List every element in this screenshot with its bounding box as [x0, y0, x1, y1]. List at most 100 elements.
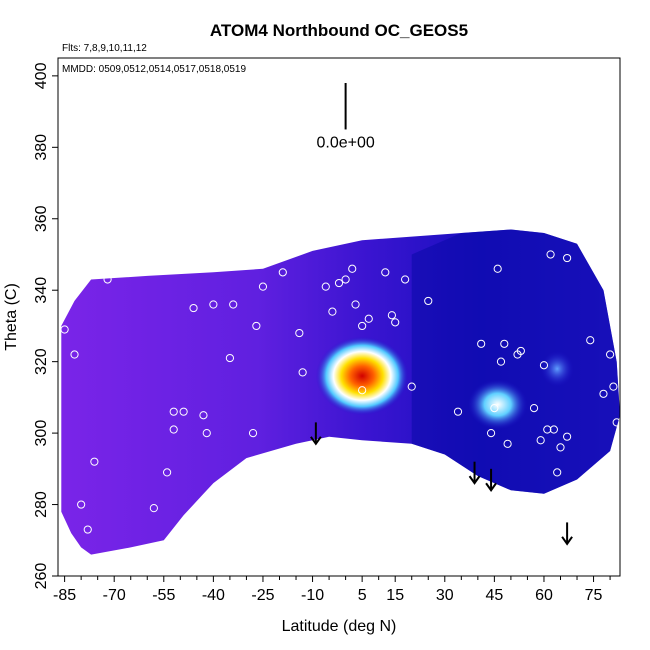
data-point-4 [90, 457, 99, 466]
data-point-10 [202, 429, 211, 438]
data-point-44 [529, 403, 539, 413]
data-point-50 [553, 468, 562, 477]
data-point-18 [295, 328, 304, 338]
data-point-59 [358, 386, 367, 395]
x-tick-label-2: -55 [152, 587, 175, 604]
low-theta-band [411, 229, 620, 494]
x-tick-label-0: -85 [53, 587, 76, 604]
data-point-46 [539, 361, 549, 370]
y-tick-label-6: 380 [33, 134, 50, 161]
data-point-49 [549, 425, 558, 434]
data-point-36 [486, 429, 496, 438]
y-tick-label-7: 400 [33, 62, 50, 89]
y-tick-label-0: 260 [33, 563, 50, 590]
data-point-34 [453, 407, 463, 416]
data-point-32 [407, 382, 416, 391]
data-point-5 [103, 275, 112, 284]
data-point-12 [225, 353, 235, 363]
data-point-57 [609, 382, 618, 391]
data-point-48 [546, 250, 555, 259]
x-tick-label-8: 30 [436, 587, 454, 604]
data-point-61 [149, 504, 158, 513]
data-point-62 [162, 468, 172, 477]
chart-title: ATOM4 Northbound OC_GEOS5 [210, 21, 468, 40]
data-point-52 [563, 432, 572, 441]
scale-label: 0.0e+00 [316, 134, 374, 151]
x-tick-label-11: 75 [585, 587, 603, 604]
x-tick-label-10: 60 [535, 587, 553, 604]
flow-arrow-2 [485, 468, 497, 492]
x-axis: -85 -70 -55 -40 -25 -10 5 15 30 45 60 75 [53, 576, 611, 604]
flow-arrow-head [310, 436, 322, 446]
flow-arrow-head [468, 475, 481, 485]
data-point-41 [503, 439, 512, 448]
data-point-51 [556, 443, 565, 452]
y-tick-label-1: 280 [33, 491, 50, 518]
data-point-39 [496, 357, 506, 366]
x-tick-label-1: -70 [103, 587, 126, 604]
data-point-16 [258, 282, 268, 291]
flights-annotation: Flts: 7,8,9,10,11,12 [62, 43, 147, 54]
data-point-35 [477, 339, 486, 348]
data-point-24 [348, 264, 357, 273]
flow-arrow-head [561, 536, 573, 546]
data-point-15 [252, 321, 261, 331]
data-point-38 [493, 264, 502, 273]
data-point-31 [401, 275, 410, 284]
hotspot-0 [315, 336, 409, 416]
y-tick-label-5: 360 [33, 205, 50, 232]
y-tick-label-3: 320 [33, 348, 50, 375]
data-point-56 [605, 350, 615, 359]
data-point-7 [179, 407, 188, 416]
y-axis-label: Theta (C) [3, 283, 20, 351]
data-point-1 [70, 350, 79, 359]
flow-arrow-head [485, 482, 497, 492]
data-point-9 [199, 411, 208, 420]
data-point-14 [248, 429, 258, 438]
data-point-47 [543, 425, 552, 434]
data-point-45 [536, 436, 545, 445]
data-point-3 [83, 525, 92, 534]
data-point-13 [229, 300, 238, 309]
data-point-6 [169, 407, 178, 416]
data-point-37 [490, 403, 499, 413]
x-tick-label-9: 45 [485, 587, 503, 604]
x-axis-label: Latitude (deg N) [282, 618, 397, 635]
data-point-58 [612, 418, 620, 427]
data-point-55 [599, 389, 608, 398]
data-point-23 [341, 275, 350, 284]
data-point-54 [586, 336, 595, 345]
y-tick-label-4: 340 [33, 277, 50, 304]
hotspot-2 [540, 350, 574, 387]
data-point-29 [387, 311, 396, 320]
data-point-28 [381, 268, 390, 277]
data-point-25 [351, 300, 360, 309]
plot-area [60, 229, 620, 555]
data-point-26 [358, 321, 367, 331]
data-point-33 [424, 296, 433, 306]
data-point-27 [364, 314, 373, 323]
data-point-2 [77, 500, 86, 509]
data-point-60 [169, 425, 178, 434]
x-tick-label-5: -10 [301, 587, 324, 604]
flow-arrow-0 [310, 422, 322, 446]
data-point-20 [321, 282, 330, 291]
data-point-0 [60, 325, 69, 334]
data-point-21 [328, 307, 337, 316]
dates-annotation: MMDD: 0509,0512,0514,0517,0518,0519 [62, 64, 246, 75]
data-point-43 [516, 346, 525, 356]
x-tick-label-4: -25 [251, 587, 274, 604]
x-tick-label-3: -40 [202, 587, 225, 604]
data-point-53 [563, 253, 572, 263]
data-point-8 [189, 303, 198, 313]
flow-arrow-3 [561, 522, 573, 546]
x-tick-label-7: 15 [386, 587, 404, 604]
x-tick-label-6: 5 [358, 587, 367, 604]
y-axis: 260 280 300 320 340 360 380 400 [33, 62, 58, 589]
data-point-17 [278, 268, 287, 277]
flow-arrow-1 [468, 461, 481, 485]
data-point-19 [298, 368, 307, 377]
y-tick-label-2: 300 [33, 420, 50, 447]
plot-frame [57, 57, 621, 577]
